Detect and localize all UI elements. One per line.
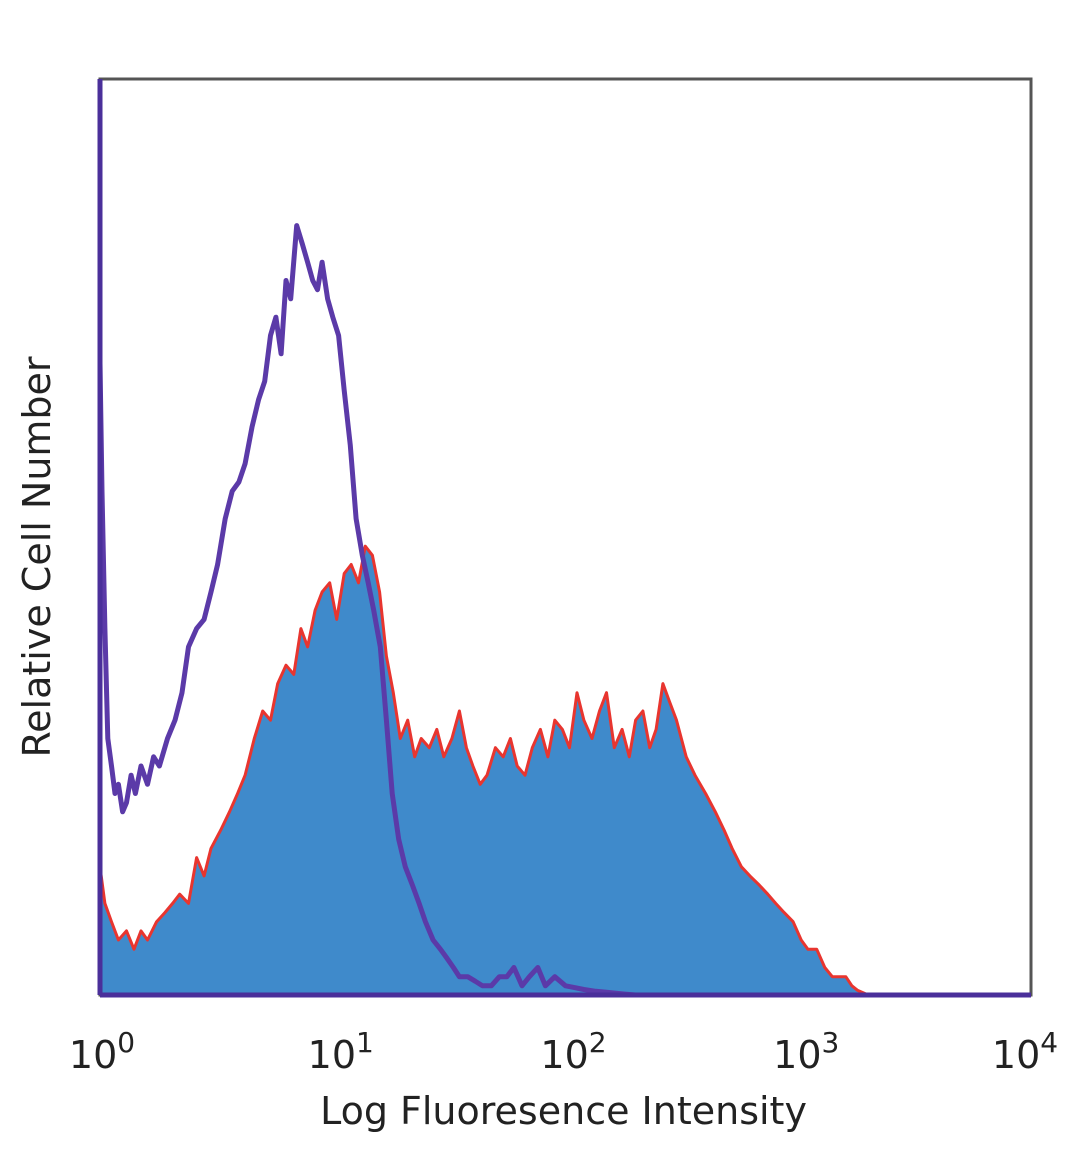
x-tick-label: 100 [69,1026,135,1077]
x-tick-label: 104 [992,1026,1058,1077]
x-tick-label: 101 [308,1026,374,1077]
stained-histogram-fill [100,546,1031,995]
stained-histogram-outline [98,544,1031,997]
x-axis-title: Log Fluoresence Intensity [320,1089,807,1133]
isotype-control-outline [97,223,1031,998]
x-tick-label: 103 [773,1026,839,1077]
y-axis-title: Relative Cell Number [15,356,59,757]
x-tick-label: 102 [540,1026,606,1077]
plot-area [97,223,1031,998]
x-tick-labels: 100 101 102 103 104 [69,1026,1058,1077]
